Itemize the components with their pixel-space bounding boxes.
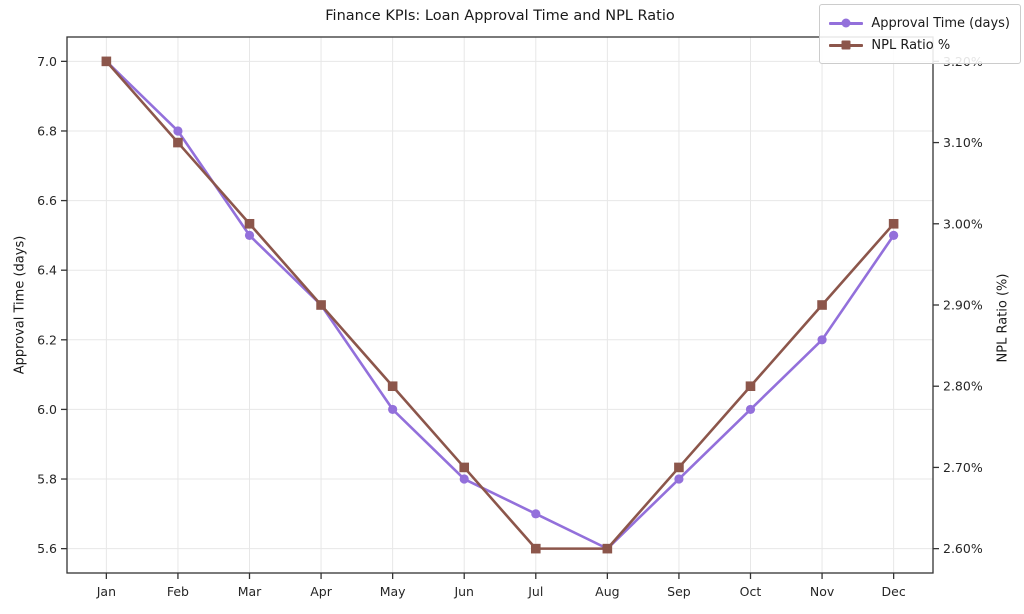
data-point-square: [530, 543, 541, 554]
data-point-circle: [745, 404, 756, 415]
left-axis-label: Approval Time (days): [12, 235, 28, 375]
data-point-circle: [173, 126, 183, 136]
legend-swatch-approval-time: [829, 16, 864, 30]
tick-label-left: 6.0: [37, 402, 57, 417]
data-point-square: [745, 381, 756, 392]
tick-label-x: Jun: [453, 584, 474, 599]
data-point-circle: [459, 474, 469, 484]
tick-label-x: Nov: [810, 584, 835, 599]
tick-label-right: 2.60%: [943, 541, 983, 556]
tick-label-left: 6.6: [37, 193, 57, 208]
tick-label-right: 2.70%: [943, 460, 983, 475]
data-point-square: [817, 300, 827, 310]
data-point-square: [602, 543, 613, 554]
tick-label-right: 3.10%: [943, 135, 983, 150]
data-point-square: [674, 462, 684, 473]
series-line-1: [105, 60, 895, 550]
data-point-square: [459, 462, 470, 473]
tick-label-left: 5.6: [37, 541, 57, 556]
series-line-0: [105, 60, 895, 550]
tick-label-x: Feb: [167, 584, 189, 599]
data-point-square: [387, 381, 398, 392]
tick-label-left: 5.8: [37, 472, 57, 487]
data-point-circle: [889, 230, 899, 240]
axes-spines: [66, 36, 934, 574]
data-point-circle: [674, 474, 684, 484]
legend-label: Approval Time (days): [871, 15, 1010, 31]
data-point-square: [173, 137, 183, 148]
tick-label-x: Apr: [310, 584, 332, 599]
tick-label-x: Aug: [595, 584, 619, 599]
tick-label-x: Sep: [667, 584, 691, 599]
tick-label-right: 2.90%: [943, 298, 983, 313]
data-point-circle: [388, 404, 398, 415]
data-point-square: [888, 218, 899, 229]
tick-label-left: 6.2: [37, 332, 57, 347]
tick-label-x: Oct: [740, 584, 762, 599]
data-point-circle: [531, 509, 541, 519]
tick-label-x: Jan: [96, 584, 116, 599]
tick-label-x: Jul: [527, 584, 543, 599]
data-point-circle: [817, 335, 827, 345]
tick-label-left: 6.8: [37, 123, 57, 138]
legend-item-approval-time: Approval Time (days): [829, 12, 1010, 34]
right-axis-label: NPL Ratio (%): [995, 273, 1011, 363]
data-point-square: [316, 300, 326, 310]
square-marker-icon: [841, 40, 851, 50]
legend-item-npl-ratio: NPL Ratio %: [829, 34, 1010, 56]
legend-label: NPL Ratio %: [871, 37, 951, 53]
tick-label-left: 7.0: [37, 54, 57, 69]
tick-label-x: Dec: [882, 584, 906, 599]
data-point-circle: [244, 230, 255, 240]
tick-label-x: May: [380, 584, 406, 599]
tick-label-x: Mar: [238, 584, 262, 599]
chart-title: Finance KPIs: Loan Approval Time and NPL…: [325, 8, 675, 24]
tick-label-right: 3.00%: [943, 216, 983, 231]
data-point-square: [244, 218, 255, 229]
legend-swatch-npl-ratio: [829, 38, 864, 52]
tick-label-left: 6.4: [37, 263, 57, 278]
data-point-square: [101, 56, 112, 67]
tick-label-right: 2.80%: [943, 379, 983, 394]
legend: Approval Time (days) NPL Ratio %: [819, 4, 1021, 64]
circle-marker-icon: [841, 18, 851, 28]
